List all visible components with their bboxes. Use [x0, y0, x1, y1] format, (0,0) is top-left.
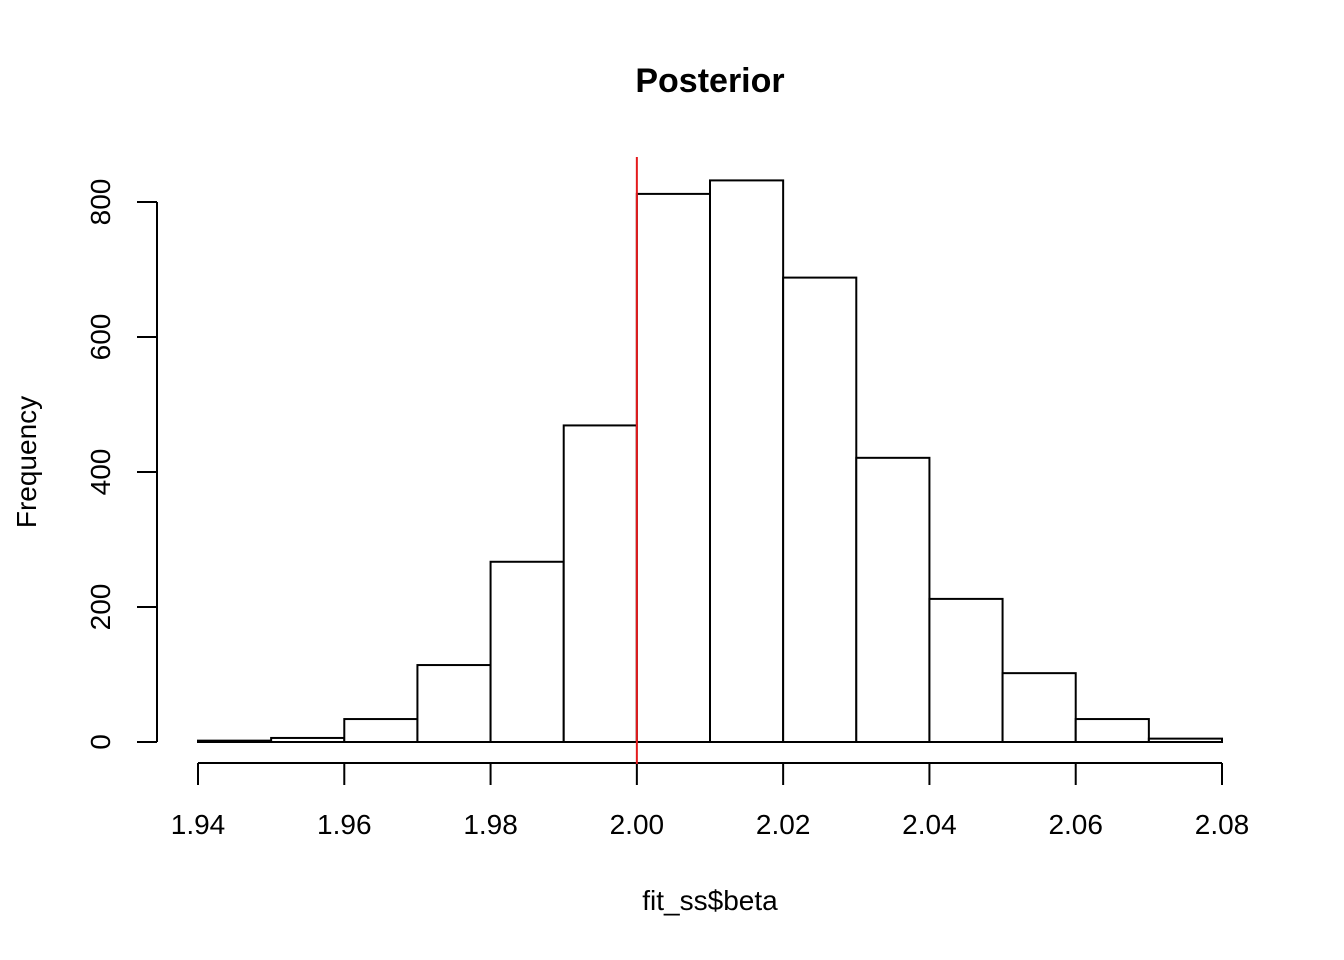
histogram-bar	[928, 597, 1004, 744]
x-tick-label: 2.06	[1048, 809, 1103, 840]
histogram-bar	[270, 736, 346, 744]
x-tick-label: 1.98	[463, 809, 518, 840]
histogram-bar	[1074, 718, 1150, 743]
y-tick-label: 600	[85, 314, 116, 361]
x-tick-label: 1.94	[171, 809, 226, 840]
x-tick-label: 2.04	[902, 809, 957, 840]
histogram-bar	[562, 424, 638, 743]
histogram-bar	[635, 192, 711, 743]
x-tick-label: 2.00	[610, 809, 665, 840]
histogram-bar	[709, 179, 785, 743]
x-tick-label: 1.96	[317, 809, 372, 840]
y-axis-label: Frequency	[11, 396, 42, 528]
histogram-bar	[1001, 672, 1077, 744]
histogram-bar	[416, 664, 492, 743]
histogram-bar	[489, 560, 565, 744]
y-tick-label: 800	[85, 179, 116, 226]
histogram-bar	[197, 739, 273, 744]
histogram-bar	[782, 276, 858, 743]
y-tick-label: 200	[85, 584, 116, 631]
histogram-bar	[855, 456, 931, 743]
x-axis: 1.94 1.96 1.98 2.00 2.02 2.04 2.06 2.08	[171, 762, 1250, 840]
chart-title: Posterior	[635, 62, 784, 100]
histogram-bar	[1147, 737, 1224, 743]
x-axis-label: fit_ss$beta	[642, 885, 778, 916]
y-tick-label: 400	[85, 449, 116, 496]
histogram-bar	[343, 718, 419, 743]
x-tick-label: 2.08	[1195, 809, 1250, 840]
bars-group	[197, 179, 1224, 744]
y-tick-label: 0	[85, 734, 116, 750]
x-tick-label: 2.02	[756, 809, 811, 840]
y-axis: 0 200 400 600 800	[85, 179, 158, 750]
